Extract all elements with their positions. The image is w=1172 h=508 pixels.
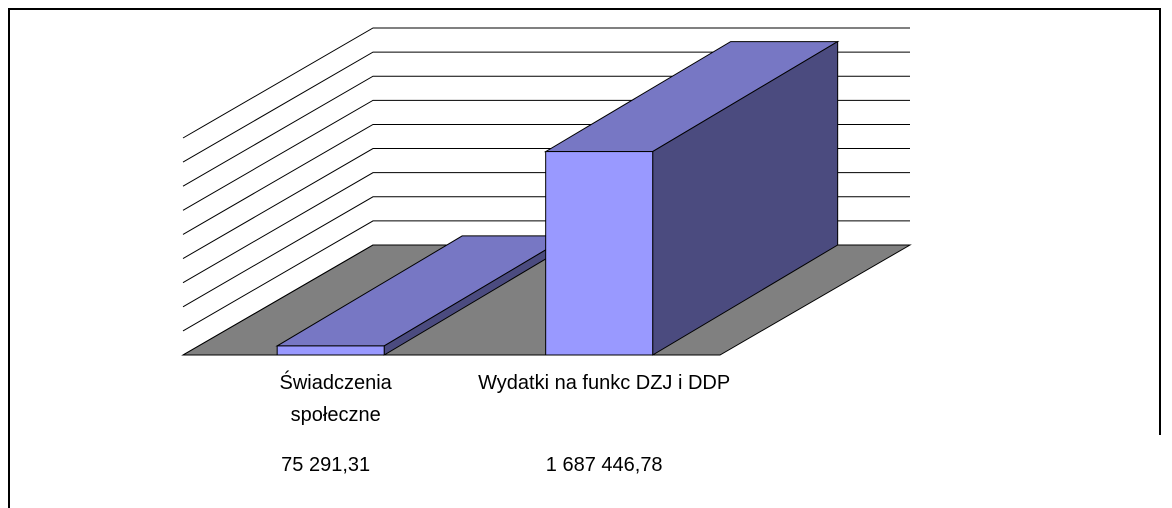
- bar: [543, 40, 840, 356]
- bar-front: [276, 345, 385, 356]
- bar: [275, 235, 571, 356]
- grid-line: [182, 27, 910, 139]
- value-label: 75 291,31: [281, 454, 371, 476]
- x-tick-label: Świadczenia społeczne: [279, 372, 392, 426]
- chart-frame: [8, 8, 1161, 508]
- bar-front: [545, 151, 654, 356]
- value-label: 1 687 446,78: [545, 454, 663, 476]
- x-tick-label: Wydatki na funkc DZJ i DDP: [478, 372, 731, 394]
